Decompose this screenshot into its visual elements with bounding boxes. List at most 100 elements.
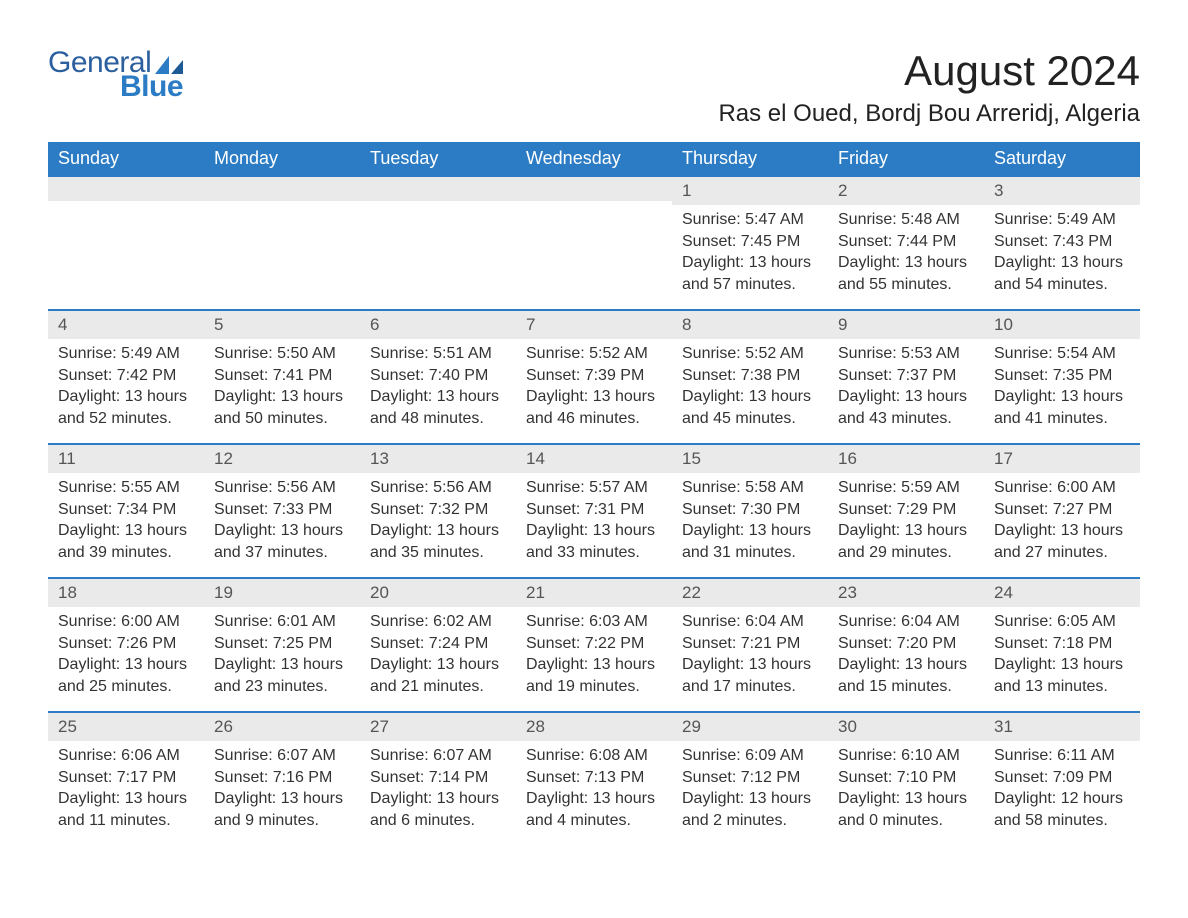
day-number: 12 (204, 443, 360, 473)
calendar-cell: 16Sunrise: 5:59 AMSunset: 7:29 PMDayligh… (828, 443, 984, 577)
calendar-cell: 2Sunrise: 5:48 AMSunset: 7:44 PMDaylight… (828, 175, 984, 309)
day-content: Sunrise: 5:56 AMSunset: 7:33 PMDaylight:… (204, 473, 360, 573)
page-title: August 2024 (718, 48, 1140, 94)
sunset-line: Sunset: 7:12 PM (682, 767, 818, 789)
sunrise-line: Sunrise: 5:55 AM (58, 477, 194, 499)
calendar-cell: 26Sunrise: 6:07 AMSunset: 7:16 PMDayligh… (204, 711, 360, 845)
daylight-line: Daylight: 13 hours and 19 minutes. (526, 654, 662, 697)
sunrise-line: Sunrise: 5:52 AM (682, 343, 818, 365)
day-number: 20 (360, 577, 516, 607)
sunset-line: Sunset: 7:22 PM (526, 633, 662, 655)
sunset-line: Sunset: 7:45 PM (682, 231, 818, 253)
daylight-line: Daylight: 13 hours and 29 minutes. (838, 520, 974, 563)
sunset-line: Sunset: 7:16 PM (214, 767, 350, 789)
calendar-cell (204, 175, 360, 309)
calendar-cell: 24Sunrise: 6:05 AMSunset: 7:18 PMDayligh… (984, 577, 1140, 711)
weekday-header: Sunday (48, 142, 204, 175)
daylight-line: Daylight: 13 hours and 21 minutes. (370, 654, 506, 697)
sunrise-line: Sunrise: 5:51 AM (370, 343, 506, 365)
day-number: 27 (360, 711, 516, 741)
calendar-cell (48, 175, 204, 309)
sunset-line: Sunset: 7:25 PM (214, 633, 350, 655)
day-content: Sunrise: 5:52 AMSunset: 7:39 PMDaylight:… (516, 339, 672, 439)
sunset-line: Sunset: 7:31 PM (526, 499, 662, 521)
daylight-line: Daylight: 13 hours and 45 minutes. (682, 386, 818, 429)
day-content: Sunrise: 6:09 AMSunset: 7:12 PMDaylight:… (672, 741, 828, 841)
sunset-line: Sunset: 7:44 PM (838, 231, 974, 253)
calendar-cell: 3Sunrise: 5:49 AMSunset: 7:43 PMDaylight… (984, 175, 1140, 309)
daylight-line: Daylight: 13 hours and 9 minutes. (214, 788, 350, 831)
sunrise-line: Sunrise: 5:49 AM (58, 343, 194, 365)
day-content: Sunrise: 6:07 AMSunset: 7:16 PMDaylight:… (204, 741, 360, 841)
calendar-cell: 7Sunrise: 5:52 AMSunset: 7:39 PMDaylight… (516, 309, 672, 443)
calendar-cell: 13Sunrise: 5:56 AMSunset: 7:32 PMDayligh… (360, 443, 516, 577)
daylight-line: Daylight: 13 hours and 6 minutes. (370, 788, 506, 831)
day-number: 21 (516, 577, 672, 607)
daylight-line: Daylight: 13 hours and 27 minutes. (994, 520, 1130, 563)
day-content: Sunrise: 6:06 AMSunset: 7:17 PMDaylight:… (48, 741, 204, 841)
day-number: 26 (204, 711, 360, 741)
day-content: Sunrise: 5:57 AMSunset: 7:31 PMDaylight:… (516, 473, 672, 573)
daylight-line: Daylight: 13 hours and 2 minutes. (682, 788, 818, 831)
daylight-line: Daylight: 13 hours and 39 minutes. (58, 520, 194, 563)
daylight-line: Daylight: 13 hours and 4 minutes. (526, 788, 662, 831)
daylight-line: Daylight: 13 hours and 57 minutes. (682, 252, 818, 295)
sunset-line: Sunset: 7:37 PM (838, 365, 974, 387)
daylight-line: Daylight: 13 hours and 23 minutes. (214, 654, 350, 697)
calendar-table: SundayMondayTuesdayWednesdayThursdayFrid… (48, 142, 1140, 845)
daylight-line: Daylight: 13 hours and 50 minutes. (214, 386, 350, 429)
day-number: 5 (204, 309, 360, 339)
day-number: 17 (984, 443, 1140, 473)
sunrise-line: Sunrise: 6:07 AM (370, 745, 506, 767)
sunrise-line: Sunrise: 5:56 AM (214, 477, 350, 499)
calendar-cell: 23Sunrise: 6:04 AMSunset: 7:20 PMDayligh… (828, 577, 984, 711)
day-content: Sunrise: 5:55 AMSunset: 7:34 PMDaylight:… (48, 473, 204, 573)
calendar-cell: 1Sunrise: 5:47 AMSunset: 7:45 PMDaylight… (672, 175, 828, 309)
calendar-cell (360, 175, 516, 309)
daylight-line: Daylight: 13 hours and 11 minutes. (58, 788, 194, 831)
location-label: Ras el Oued, Bordj Bou Arreridj, Algeria (718, 100, 1140, 128)
day-number: 30 (828, 711, 984, 741)
calendar-cell: 11Sunrise: 5:55 AMSunset: 7:34 PMDayligh… (48, 443, 204, 577)
daylight-line: Daylight: 13 hours and 15 minutes. (838, 654, 974, 697)
day-number: 31 (984, 711, 1140, 741)
sunrise-line: Sunrise: 5:59 AM (838, 477, 974, 499)
calendar-cell: 20Sunrise: 6:02 AMSunset: 7:24 PMDayligh… (360, 577, 516, 711)
day-content: Sunrise: 5:49 AMSunset: 7:42 PMDaylight:… (48, 339, 204, 439)
day-number: 9 (828, 309, 984, 339)
daylight-line: Daylight: 13 hours and 17 minutes. (682, 654, 818, 697)
calendar-cell: 31Sunrise: 6:11 AMSunset: 7:09 PMDayligh… (984, 711, 1140, 845)
sunrise-line: Sunrise: 5:58 AM (682, 477, 818, 499)
sunset-line: Sunset: 7:10 PM (838, 767, 974, 789)
calendar-cell: 19Sunrise: 6:01 AMSunset: 7:25 PMDayligh… (204, 577, 360, 711)
sunset-line: Sunset: 7:18 PM (994, 633, 1130, 655)
day-number: 25 (48, 711, 204, 741)
sunset-line: Sunset: 7:13 PM (526, 767, 662, 789)
sunrise-line: Sunrise: 6:04 AM (682, 611, 818, 633)
header: General Blue August 2024 Ras el Oued, Bo… (48, 48, 1140, 128)
weekday-header: Saturday (984, 142, 1140, 175)
day-content: Sunrise: 6:02 AMSunset: 7:24 PMDaylight:… (360, 607, 516, 707)
day-content: Sunrise: 5:58 AMSunset: 7:30 PMDaylight:… (672, 473, 828, 573)
day-content: Sunrise: 6:07 AMSunset: 7:14 PMDaylight:… (360, 741, 516, 841)
sunrise-line: Sunrise: 6:03 AM (526, 611, 662, 633)
calendar-cell: 27Sunrise: 6:07 AMSunset: 7:14 PMDayligh… (360, 711, 516, 845)
sunrise-line: Sunrise: 6:06 AM (58, 745, 194, 767)
sunrise-line: Sunrise: 6:00 AM (58, 611, 194, 633)
empty-day-header (48, 175, 204, 201)
day-number: 18 (48, 577, 204, 607)
weekday-header: Friday (828, 142, 984, 175)
daylight-line: Daylight: 13 hours and 46 minutes. (526, 386, 662, 429)
sunrise-line: Sunrise: 6:01 AM (214, 611, 350, 633)
daylight-line: Daylight: 13 hours and 54 minutes. (994, 252, 1130, 295)
calendar-cell: 9Sunrise: 5:53 AMSunset: 7:37 PMDaylight… (828, 309, 984, 443)
day-number: 23 (828, 577, 984, 607)
sunrise-line: Sunrise: 5:48 AM (838, 209, 974, 231)
day-number: 22 (672, 577, 828, 607)
sunrise-line: Sunrise: 5:52 AM (526, 343, 662, 365)
sunrise-line: Sunrise: 5:56 AM (370, 477, 506, 499)
sunset-line: Sunset: 7:38 PM (682, 365, 818, 387)
calendar-cell (516, 175, 672, 309)
weekday-header: Thursday (672, 142, 828, 175)
calendar-cell: 25Sunrise: 6:06 AMSunset: 7:17 PMDayligh… (48, 711, 204, 845)
